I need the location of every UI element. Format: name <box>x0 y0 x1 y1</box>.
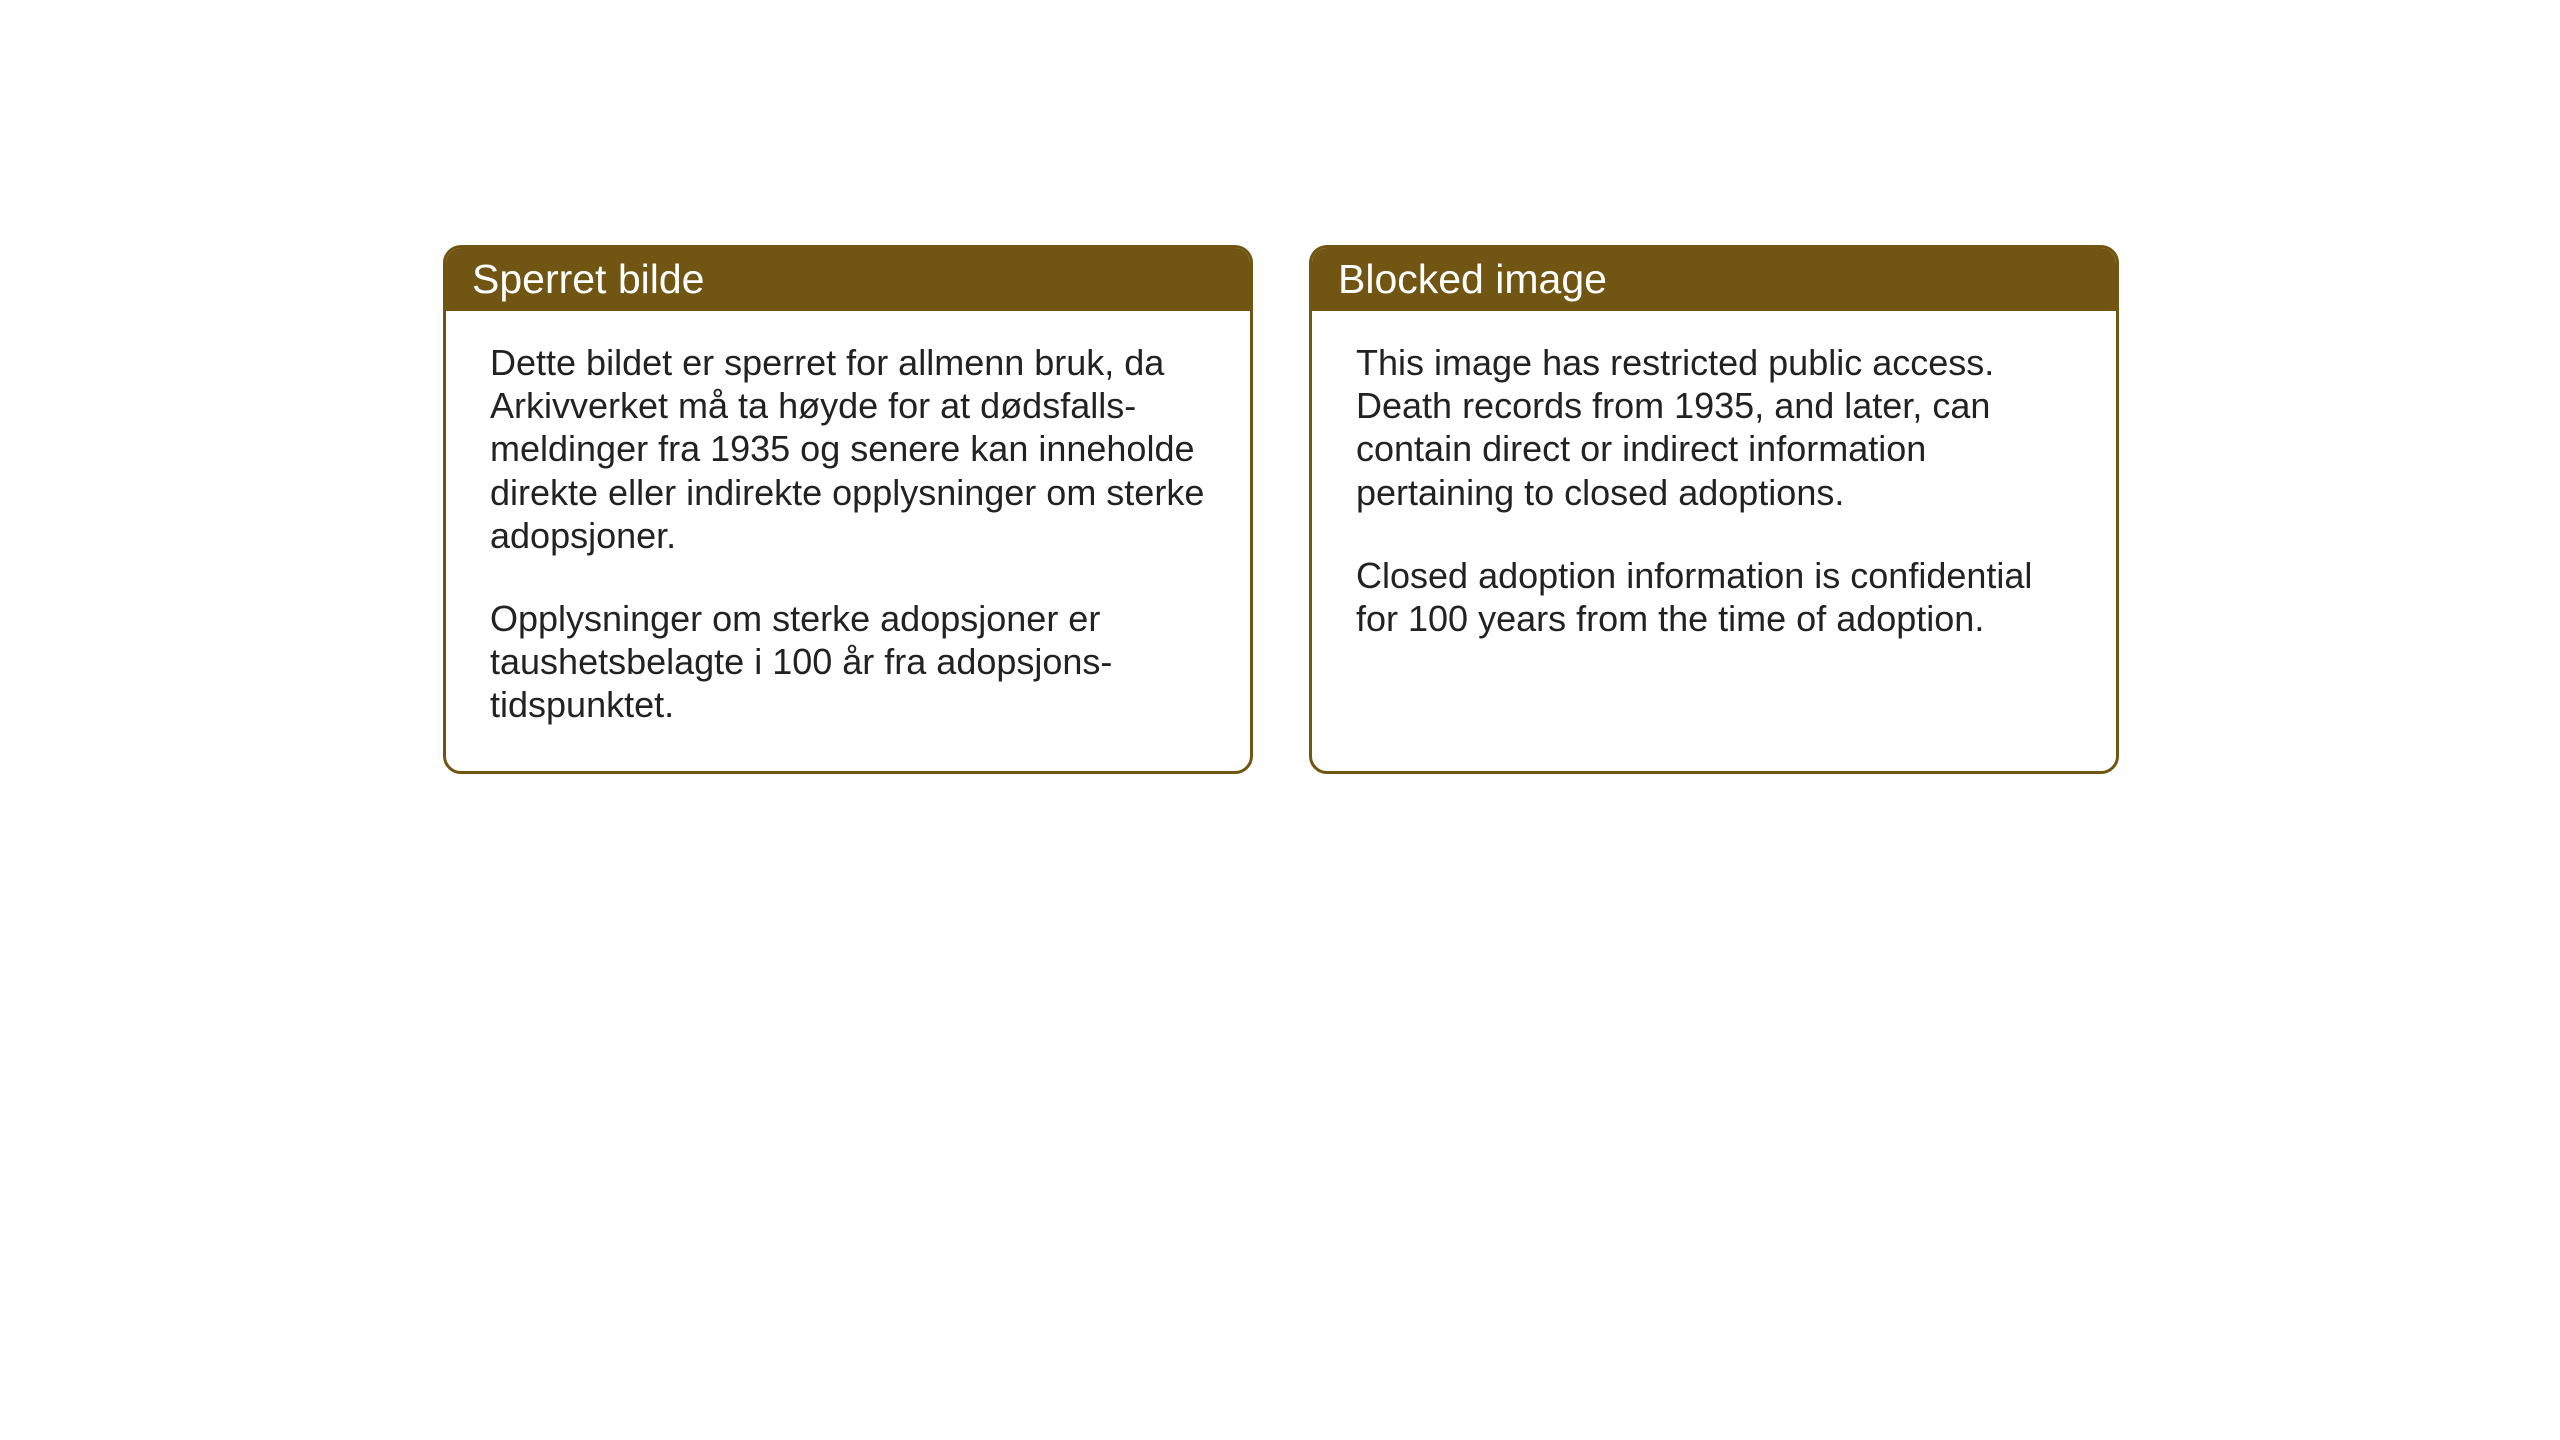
english-paragraph-1: This image has restricted public access.… <box>1356 341 2072 514</box>
english-card-title: Blocked image <box>1312 248 2116 311</box>
norwegian-card-body: Dette bildet er sperret for allmenn bruk… <box>446 311 1250 771</box>
norwegian-card-title: Sperret bilde <box>446 248 1250 311</box>
english-notice-card: Blocked image This image has restricted … <box>1309 245 2119 774</box>
norwegian-paragraph-2: Opplysninger om sterke adopsjoner er tau… <box>490 597 1206 727</box>
norwegian-paragraph-1: Dette bildet er sperret for allmenn bruk… <box>490 341 1206 557</box>
english-paragraph-2: Closed adoption information is confident… <box>1356 554 2072 640</box>
norwegian-notice-card: Sperret bilde Dette bildet er sperret fo… <box>443 245 1253 774</box>
notice-cards-container: Sperret bilde Dette bildet er sperret fo… <box>443 245 2119 774</box>
english-card-body: This image has restricted public access.… <box>1312 311 2116 684</box>
